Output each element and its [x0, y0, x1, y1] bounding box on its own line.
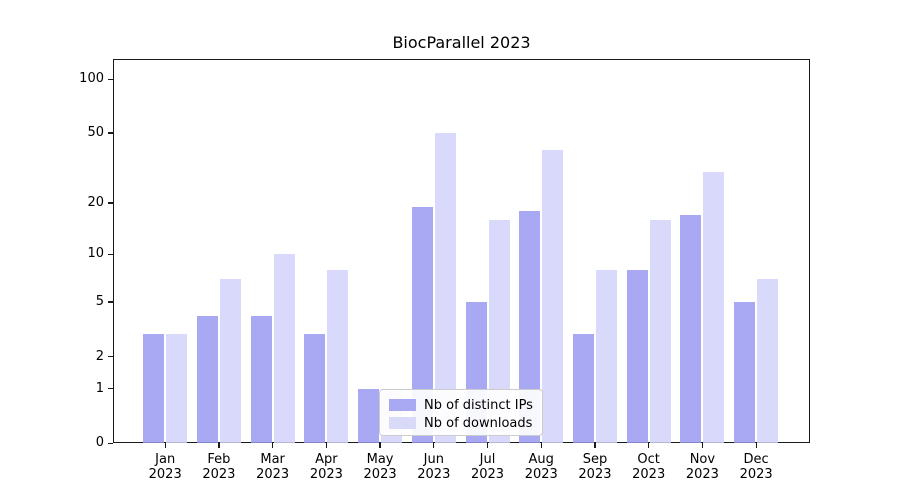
x-tick-mark: [164, 443, 166, 449]
x-tick-mark: [379, 443, 381, 449]
x-tick-mark: [325, 443, 327, 449]
legend-item-downloads: Nb of downloads: [389, 414, 534, 432]
x-tick-mark: [594, 443, 596, 449]
bar-distinct-ips-sep: [572, 333, 594, 444]
x-tick-label: Jan 2023: [148, 452, 182, 482]
y-tick-label: 50: [87, 125, 104, 141]
y-tick-mark: [108, 253, 113, 255]
y-tick-mark: [108, 78, 113, 80]
y-tick-label: 10: [87, 246, 104, 262]
y-tick-label: 2: [95, 348, 104, 364]
x-tick-mark: [218, 443, 220, 449]
x-tick-label: Feb 2023: [202, 452, 236, 482]
x-tick-mark: [701, 443, 703, 449]
y-tick-mark: [108, 388, 113, 390]
bar-downloads-nov: [703, 172, 725, 444]
x-tick-label: Aug 2023: [524, 452, 558, 482]
bar-downloads-feb: [219, 279, 241, 444]
bar-downloads-mar: [273, 254, 295, 444]
legend: Nb of distinct IPs Nb of downloads: [379, 389, 543, 436]
x-tick-label: Mar 2023: [256, 452, 290, 482]
bar-distinct-ips-mar: [250, 316, 272, 444]
bar-distinct-ips-jan: [143, 333, 165, 444]
legend-swatch-distinct-ips: [389, 399, 416, 411]
bar-distinct-ips-nov: [680, 215, 702, 444]
bar-downloads-dec: [757, 279, 779, 444]
bar-downloads-jul: [488, 219, 510, 444]
x-tick-label: Oct 2023: [632, 452, 666, 482]
bar-distinct-ips-oct: [626, 269, 648, 444]
bar-distinct-ips-jun: [411, 206, 433, 444]
x-tick-label: Jun 2023: [417, 452, 451, 482]
bar-distinct-ips-dec: [734, 301, 756, 444]
x-tick-label: Sep 2023: [578, 452, 612, 482]
bar-downloads-jun: [434, 133, 456, 444]
y-tick-label: 5: [95, 293, 104, 309]
bar-downloads-apr: [327, 269, 349, 444]
x-tick-mark: [540, 443, 542, 449]
y-tick-mark: [108, 202, 113, 204]
legend-item-distinct-ips: Nb of distinct IPs: [389, 396, 534, 414]
bar-distinct-ips-aug: [519, 210, 541, 444]
y-tick-label: 1: [95, 380, 104, 396]
chart-title: BiocParallel 2023: [392, 33, 531, 52]
x-tick-mark: [486, 443, 489, 449]
bar-distinct-ips-may: [358, 388, 380, 444]
x-tick-label: May 2023: [363, 452, 397, 482]
bar-downloads-aug: [542, 150, 564, 444]
legend-label-distinct-ips: Nb of distinct IPs: [424, 397, 533, 413]
bar-downloads-oct: [649, 219, 671, 444]
x-tick-mark: [755, 443, 757, 449]
x-tick-mark: [648, 443, 650, 449]
y-tick-mark: [108, 301, 113, 303]
x-tick-mark: [433, 443, 435, 449]
x-tick-mark: [272, 443, 274, 449]
legend-label-downloads: Nb of downloads: [424, 415, 533, 431]
bar-downloads-jan: [166, 333, 188, 444]
bar-distinct-ips-feb: [196, 316, 218, 444]
x-tick-label: Jul 2023: [470, 452, 505, 482]
bar-distinct-ips-apr: [304, 333, 326, 444]
y-tick-mark: [108, 356, 113, 358]
x-tick-label: Dec 2023: [739, 452, 773, 482]
y-tick-mark: [108, 132, 113, 134]
legend-swatch-downloads: [389, 417, 416, 429]
bar-downloads-sep: [595, 269, 617, 444]
x-tick-label: Apr 2023: [309, 452, 343, 482]
y-tick-mark: [108, 442, 113, 444]
y-tick-label: 100: [79, 71, 104, 87]
x-tick-label: Nov 2023: [685, 452, 719, 482]
y-tick-label: 20: [87, 195, 104, 211]
y-tick-label: 0: [95, 435, 104, 451]
